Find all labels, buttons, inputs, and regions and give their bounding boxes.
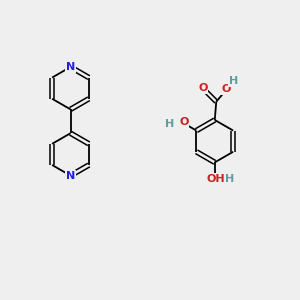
Text: N: N [66,171,75,181]
Text: OH: OH [206,174,225,184]
Text: H: H [165,119,175,129]
Text: O: O [198,83,207,94]
Text: H: H [229,76,238,86]
Text: O: O [179,118,189,128]
Text: N: N [66,62,75,72]
Text: O: O [222,84,231,94]
Text: H: H [225,174,234,184]
